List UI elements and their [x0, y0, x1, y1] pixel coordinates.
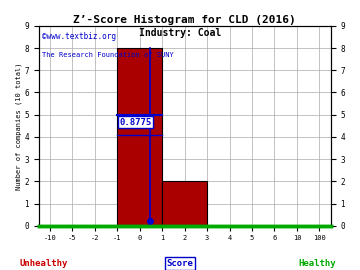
Bar — [162, 181, 207, 226]
Text: Unhealthy: Unhealthy — [19, 259, 67, 268]
Text: The Research Foundation of SUNY: The Research Foundation of SUNY — [41, 52, 173, 58]
Title: Z’-Score Histogram for CLD (2016): Z’-Score Histogram for CLD (2016) — [73, 15, 296, 25]
Text: Healthy: Healthy — [298, 259, 336, 268]
Text: 0.8775: 0.8775 — [119, 118, 151, 127]
Text: Score: Score — [167, 259, 193, 268]
Text: ©www.textbiz.org: ©www.textbiz.org — [41, 32, 116, 41]
Text: Industry: Coal: Industry: Coal — [139, 28, 221, 38]
Bar — [117, 48, 162, 226]
Y-axis label: Number of companies (10 total): Number of companies (10 total) — [15, 62, 22, 190]
